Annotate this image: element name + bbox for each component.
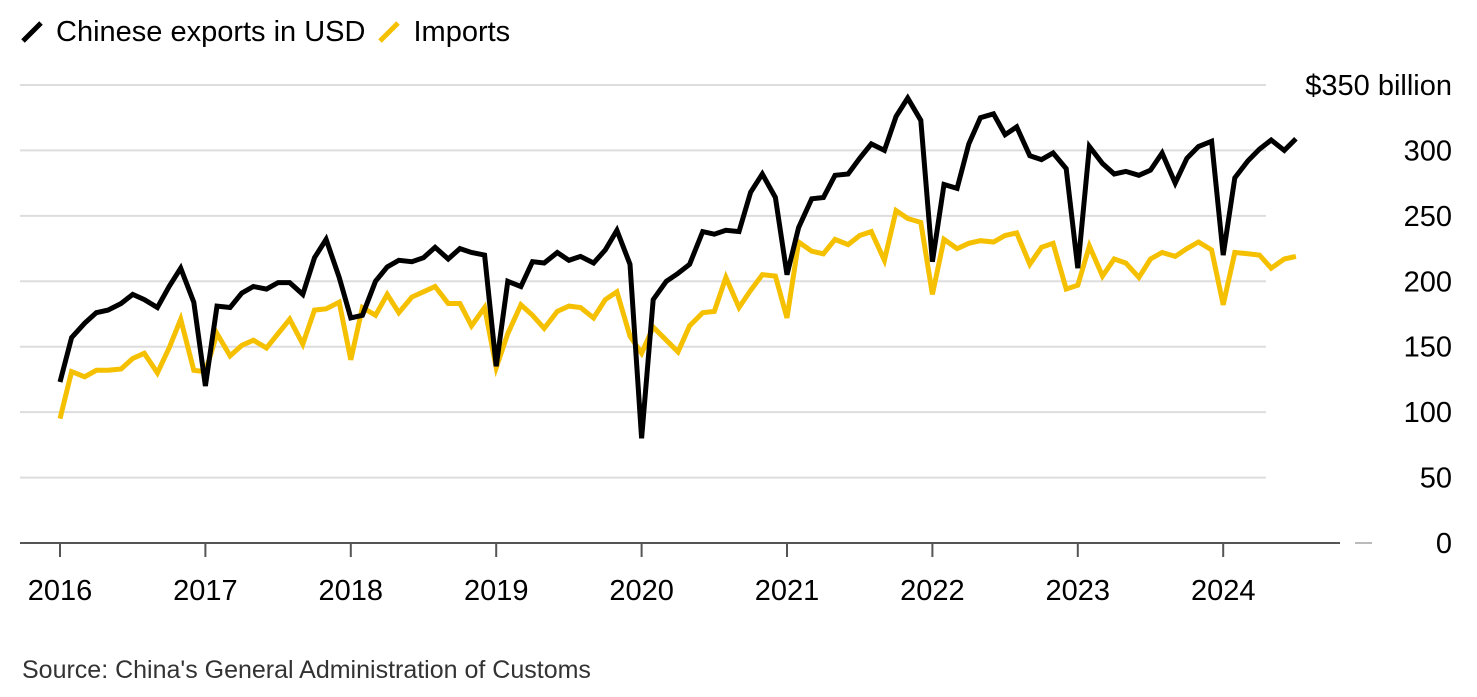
y-axis-labels: 0 50 100 150 200 250 300 $350 billion — [1305, 70, 1452, 560]
legend-label-imports: Imports — [413, 15, 511, 48]
y-tick-label: 250 — [1404, 201, 1452, 233]
legend-item-exports: Chinese exports in USD — [20, 16, 365, 49]
y-tick-label: 300 — [1404, 135, 1452, 167]
series-line-imports — [57, 206, 1297, 420]
legend-item-imports: Imports — [377, 16, 510, 49]
x-tick-label: 2016 — [28, 575, 93, 607]
legend: Chinese exports in USD Imports — [20, 12, 522, 52]
x-tick-label: 2024 — [1191, 575, 1256, 607]
y-tick-label: 50 — [1420, 463, 1452, 495]
x-tick-label: 2022 — [900, 575, 965, 607]
x-tick-label: 2019 — [464, 575, 529, 607]
y-tick-label: 200 — [1404, 266, 1452, 298]
y-tick-label: 100 — [1404, 397, 1452, 429]
x-tick-label: 2023 — [1046, 575, 1111, 607]
legend-label-exports: Chinese exports in USD — [56, 15, 366, 48]
x-tick-label: 2020 — [609, 575, 674, 607]
y-tick-label: $350 billion — [1305, 70, 1452, 102]
x-tick-label: 2017 — [173, 575, 238, 607]
series-line-exports — [57, 93, 1298, 439]
x-axis: 2016 2017 2018 2019 2020 2021 2022 2023 2024 — [20, 542, 1340, 607]
exports-line-icon — [21, 21, 43, 43]
x-tick-label: 2021 — [755, 575, 820, 607]
y-tick-label: 150 — [1404, 332, 1452, 364]
y-tick-label: 0 — [1436, 528, 1452, 560]
gridlines — [20, 84, 1372, 544]
series-lines — [57, 93, 1298, 439]
imports-line-icon — [378, 21, 401, 43]
x-tick-label: 2018 — [319, 575, 384, 607]
source-note: Source: China's General Administration o… — [22, 656, 591, 684]
